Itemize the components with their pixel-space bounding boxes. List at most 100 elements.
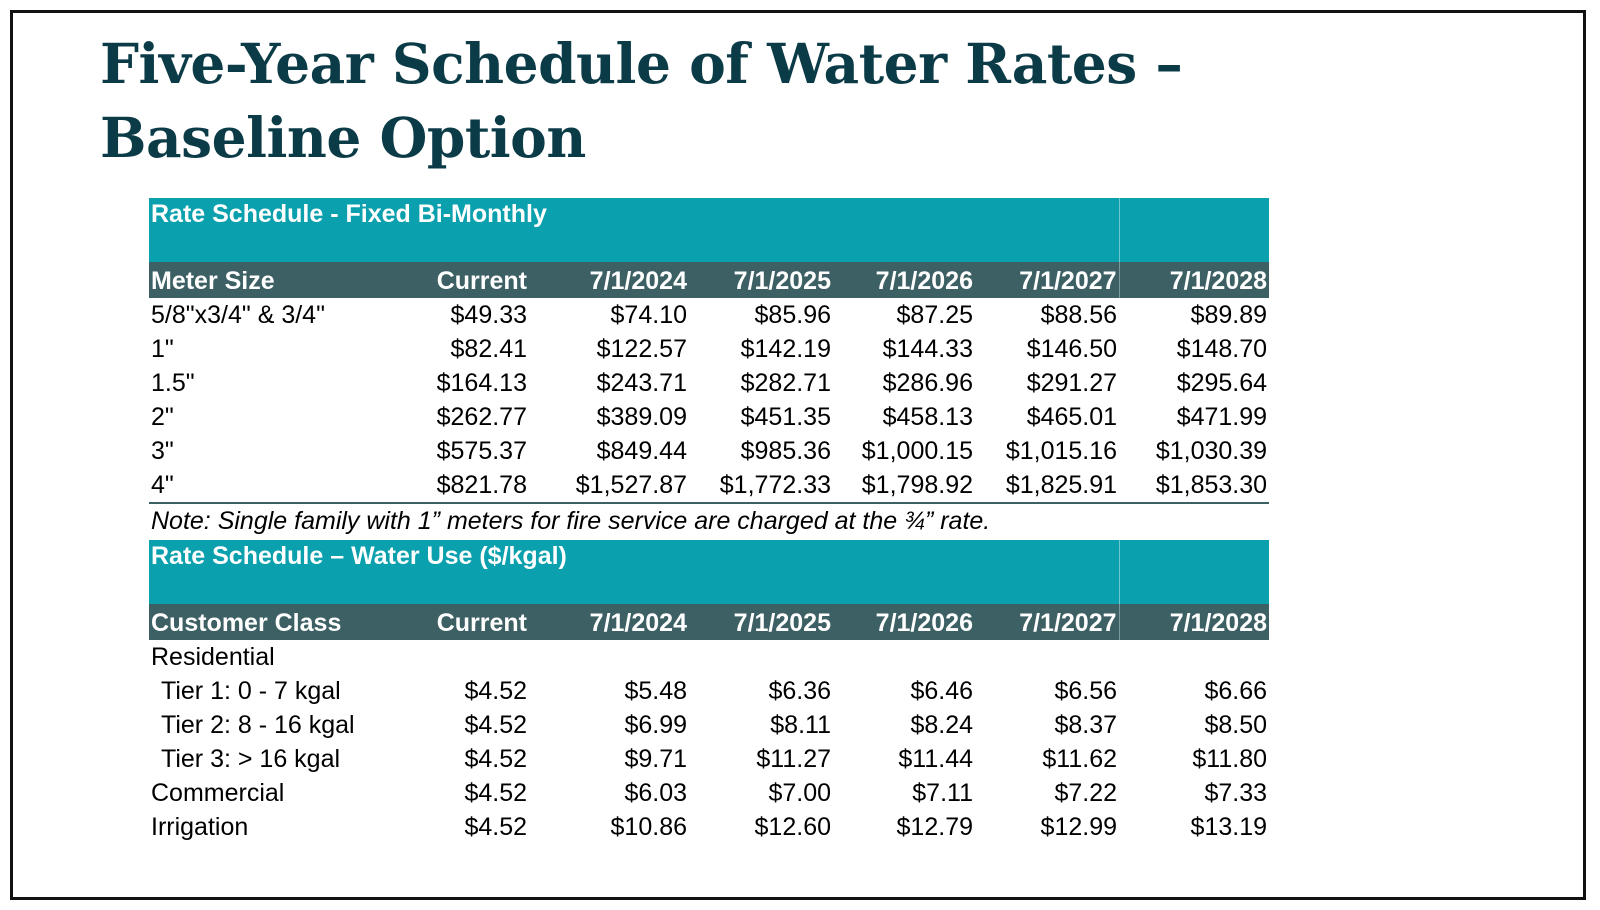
rate-cell: $286.96: [882, 368, 973, 397]
column-header: 7/1/2025: [689, 262, 833, 298]
customer-class-cell: Tier 1: 0 - 7 kgal: [161, 676, 341, 705]
water-use-table: Rate Schedule – Water Use ($/kgal) Custo…: [149, 540, 1270, 844]
rate-cell: [975, 640, 1119, 674]
rate-cell: $7.22: [1054, 778, 1118, 807]
meter-size-cell: 1.5": [151, 368, 195, 397]
rate-cell: $451.35: [740, 402, 831, 431]
table-row: Tier 3: > 16 kgal $4.52 $9.71 $11.27 $11…: [149, 742, 1269, 776]
column-header: Current: [379, 262, 529, 298]
table-note: Note: Single family with 1” meters for f…: [151, 506, 991, 535]
band-empty-cell: [1118, 198, 1270, 262]
table-row: Commercial $4.52 $6.03 $7.00 $7.11 $7.22…: [149, 776, 1269, 810]
column-header: Current: [379, 604, 529, 640]
column-header: 7/1/2026: [833, 604, 975, 640]
rate-cell: $6.03: [624, 778, 687, 807]
rate-cell: $1,798.92: [833, 468, 975, 504]
use-table-band: Rate Schedule – Water Use ($/kgal): [149, 540, 1270, 604]
rate-cell: [529, 640, 689, 674]
rate-cell: $82.41: [450, 334, 527, 363]
rate-cell: $985.36: [740, 436, 831, 465]
rate-cell: $12.60: [754, 812, 831, 841]
rate-cell: $8.50: [1204, 710, 1268, 739]
rate-cell: $821.78: [379, 468, 529, 504]
column-header: 7/1/2027: [975, 604, 1120, 640]
rate-cell: $144.33: [882, 334, 973, 363]
rate-cell: $5.48: [624, 676, 687, 705]
rate-cell: $11.27: [756, 744, 831, 773]
meter-size-cell: 2": [151, 402, 174, 431]
rate-cell: $262.77: [436, 402, 527, 431]
rate-cell: $164.13: [436, 368, 527, 397]
rate-cell: $1,030.39: [1155, 436, 1268, 465]
customer-class-cell: Tier 3: > 16 kgal: [161, 744, 341, 773]
rate-cell: $1,015.16: [1005, 436, 1118, 465]
customer-class-cell: Irrigation: [151, 812, 249, 841]
fixed-table-band-label: Rate Schedule - Fixed Bi-Monthly: [149, 198, 1120, 262]
rate-cell: [379, 640, 529, 674]
rate-cell: $6.66: [1204, 676, 1268, 705]
rate-cell: $282.71: [740, 368, 831, 397]
column-header: 7/1/2024: [529, 262, 689, 298]
customer-class-cell: Tier 2: 8 - 16 kgal: [161, 710, 355, 739]
column-header: 7/1/2028: [1118, 604, 1270, 640]
rate-cell: $11.80: [1192, 744, 1268, 773]
rate-cell: $6.46: [910, 676, 973, 705]
column-header: 7/1/2025: [689, 604, 833, 640]
rate-cell: $8.37: [1054, 710, 1118, 739]
rate-cell: $849.44: [596, 436, 687, 465]
rate-cell: $49.33: [450, 300, 527, 329]
customer-class-cell: Commercial: [151, 778, 285, 807]
band-empty-cell: [1118, 540, 1270, 604]
rate-cell: $8.11: [770, 710, 831, 739]
rate-cell: [1119, 640, 1269, 674]
rate-cell: $4.52: [464, 676, 527, 705]
table-row: 3" $575.37 $849.44 $985.36 $1,000.15 $1,…: [149, 434, 1269, 468]
use-table-header: Customer Class Current 7/1/2024 7/1/2025…: [149, 604, 1270, 640]
fixed-table-header: Meter Size Current 7/1/2024 7/1/2025 7/1…: [149, 262, 1270, 298]
table-row: 5/8"x3/4" & 3/4" $49.33 $74.10 $85.96 $8…: [149, 298, 1269, 332]
meter-size-cell: 4": [149, 468, 379, 504]
rate-cell: $122.57: [596, 334, 687, 363]
table-row: Residential: [149, 640, 1269, 674]
rate-cell: $7.00: [768, 778, 831, 807]
rate-cell: $458.13: [882, 402, 973, 431]
rate-cell: $146.50: [1026, 334, 1118, 363]
meter-size-cell: 3": [151, 436, 174, 465]
rate-cell: $295.64: [1176, 368, 1268, 397]
table-row: 1.5" $164.13 $243.71 $282.71 $286.96 $29…: [149, 366, 1269, 400]
fixed-rate-table: Rate Schedule - Fixed Bi-Monthly Meter S…: [149, 198, 1270, 538]
page-title: Five-Year Schedule of Water Rates – Base…: [100, 27, 1400, 175]
rate-cell: $142.19: [740, 334, 831, 363]
rate-cell: $4.52: [464, 744, 527, 773]
rate-cell: $1,853.30: [1119, 468, 1270, 504]
rate-cell: $6.36: [768, 676, 831, 705]
rate-cell: [689, 640, 833, 674]
use-table-band-label: Rate Schedule – Water Use ($/kgal): [149, 540, 1120, 604]
rate-cell: $4.52: [464, 710, 527, 739]
rate-cell: $1,000.15: [861, 436, 973, 465]
rate-cell: $471.99: [1176, 402, 1268, 431]
rate-cell: [833, 640, 975, 674]
column-header: 7/1/2027: [975, 262, 1120, 298]
rate-cell: $13.19: [1190, 812, 1268, 841]
rate-cell: $74.10: [610, 300, 687, 329]
rate-cell: $12.79: [896, 812, 973, 841]
rate-cell: $389.09: [596, 402, 687, 431]
rate-cell: $1,527.87: [529, 468, 689, 504]
table-row: Tier 1: 0 - 7 kgal $4.52 $5.48 $6.36 $6.…: [149, 674, 1269, 708]
rate-cell: $87.25: [896, 300, 973, 329]
rate-cell: $4.52: [464, 778, 527, 807]
rate-cell: $11.44: [898, 744, 973, 773]
rate-cell: $11.62: [1042, 744, 1118, 773]
rate-cell: $465.01: [1026, 402, 1118, 431]
rate-cell: $6.99: [624, 710, 687, 739]
rate-cell: $88.56: [1040, 300, 1118, 329]
rate-cell: $291.27: [1026, 368, 1118, 397]
rate-cell: $10.86: [610, 812, 687, 841]
column-header: Customer Class: [149, 604, 379, 640]
title-line-2: Baseline Option: [100, 105, 586, 170]
column-header: Meter Size: [149, 262, 379, 298]
column-header: 7/1/2026: [833, 262, 975, 298]
rate-cell: $9.71: [624, 744, 687, 773]
rate-cell: $85.96: [754, 300, 831, 329]
